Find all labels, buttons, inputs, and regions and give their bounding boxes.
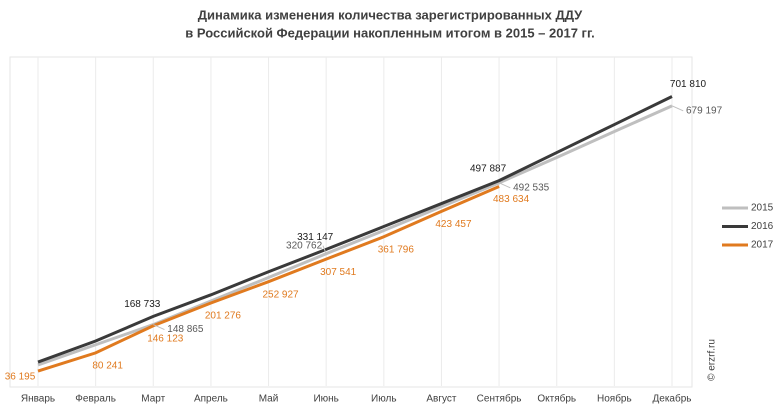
x-tick-label: Декабрь <box>653 393 692 405</box>
data-label: 679 197 <box>686 105 723 116</box>
data-label: 361 796 <box>378 244 415 255</box>
plot-area <box>9 56 693 388</box>
x-tick-label: Июнь <box>313 394 338 405</box>
data-label: 36 195 <box>5 372 36 383</box>
data-label: 701 810 <box>670 79 707 90</box>
legend-label: 2017 <box>751 240 774 251</box>
x-tick-label: Апрель <box>194 394 228 405</box>
data-label: 146 123 <box>147 333 184 344</box>
data-label: 497 887 <box>470 163 507 174</box>
x-tick-label: Август <box>426 394 457 405</box>
x-tick-label: Май <box>259 394 279 405</box>
data-label: 252 927 <box>262 289 299 300</box>
chart-title: в Российской Федерации накопленным итого… <box>185 25 594 40</box>
data-label: 492 535 <box>513 182 550 193</box>
leader-line <box>498 182 511 189</box>
series-line <box>37 95 673 364</box>
x-tick-label: Октябрь <box>537 393 576 405</box>
legend-label: 2015 <box>751 203 774 214</box>
leader-line <box>153 324 165 331</box>
x-tick-label: Ноябрь <box>597 393 632 405</box>
data-label: 331 147 <box>297 232 334 243</box>
data-label: 307 541 <box>320 267 357 278</box>
data-label: 201 276 <box>205 311 242 322</box>
x-tick-label: Сентябрь <box>477 393 522 405</box>
x-tick-label: Март <box>141 394 165 405</box>
legend-label: 2016 <box>751 221 774 232</box>
data-label: 483 634 <box>493 194 530 205</box>
series-line <box>37 104 673 367</box>
data-label: 320 762 <box>286 240 323 251</box>
leader-line <box>322 245 327 254</box>
series-line <box>37 185 500 373</box>
data-label: 423 457 <box>435 219 472 230</box>
chart-title: Динамика изменения количества зарегистри… <box>198 7 583 22</box>
x-tick-label: Июль <box>371 394 397 405</box>
data-label: 148 865 <box>167 324 204 335</box>
x-tick-label: Январь <box>21 394 55 405</box>
watermark: © erzrf.ru <box>707 339 718 381</box>
data-label: 168 733 <box>124 299 161 310</box>
leader-line <box>671 105 684 112</box>
x-tick-label: Февраль <box>75 394 116 405</box>
data-label: 80 241 <box>92 361 123 372</box>
